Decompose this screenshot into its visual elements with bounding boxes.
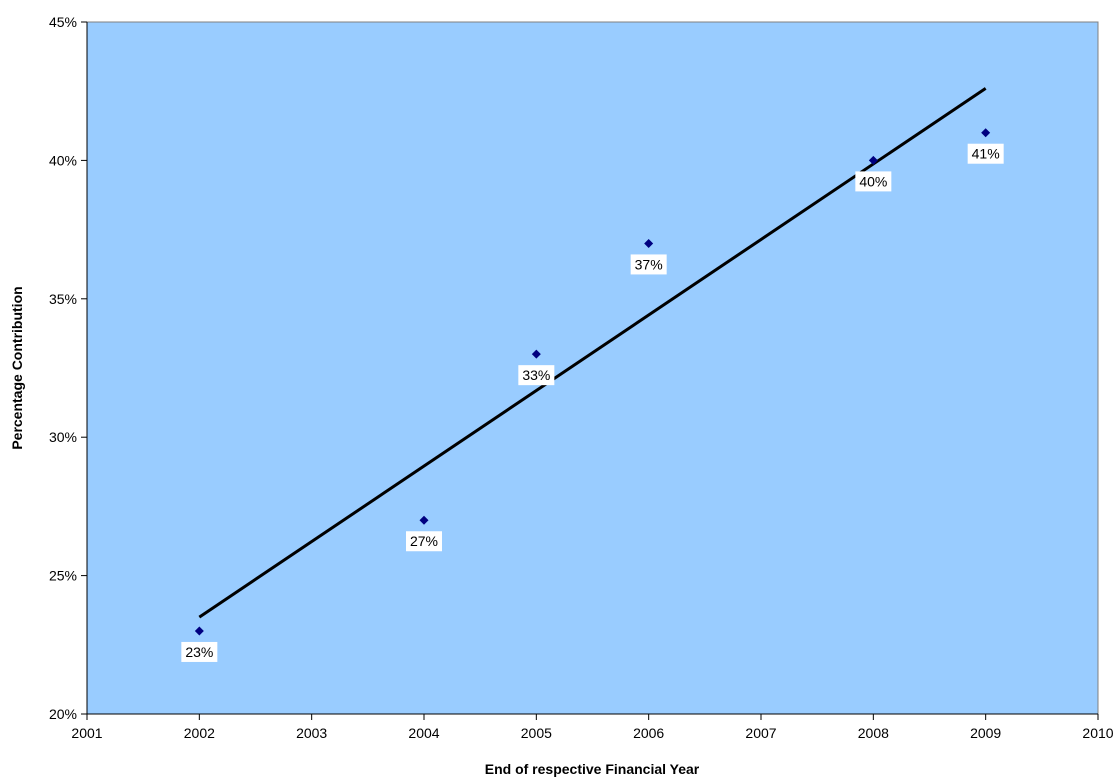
data-label-background	[855, 171, 892, 192]
data-labels: 23% 27% 33% 37% 40% 41%	[181, 143, 1004, 662]
data-label-background	[967, 143, 1004, 164]
data-point	[419, 515, 429, 525]
data-label-text: 33%	[522, 367, 550, 383]
x-tick-label: 2005	[521, 725, 552, 741]
data-label: 40%	[855, 171, 892, 192]
data-point	[981, 128, 991, 138]
data-points	[194, 128, 991, 636]
data-point	[194, 626, 204, 636]
x-tick-label: 2009	[970, 725, 1001, 741]
x-tick-label: 2001	[71, 725, 102, 741]
data-label-background	[518, 365, 555, 386]
data-label: 37%	[630, 254, 667, 275]
data-label-text: 41%	[972, 146, 1000, 162]
data-label: 33%	[518, 365, 555, 386]
y-tick-label: 25%	[49, 568, 77, 584]
data-label: 23%	[181, 641, 218, 662]
data-point	[868, 155, 878, 165]
x-tick-label: 2007	[745, 725, 776, 741]
x-tick-label: 2006	[633, 725, 664, 741]
trendline-group	[198, 87, 987, 619]
x-tick-label: 2010	[1082, 725, 1113, 741]
data-label: 41%	[967, 143, 1004, 164]
data-point	[644, 238, 654, 248]
y-tick-label: 40%	[49, 152, 77, 168]
y-tick-label: 20%	[49, 706, 77, 722]
trendline	[198, 87, 987, 619]
x-tick-label: 2004	[408, 725, 439, 741]
x-tick-label: 2008	[858, 725, 889, 741]
data-label-background	[406, 531, 442, 552]
data-label-text: 23%	[185, 644, 213, 660]
data-label-text: 37%	[635, 256, 663, 272]
plot-area	[86, 21, 1099, 715]
y-tick-label: 35%	[49, 291, 77, 307]
y-tick-label: 45%	[49, 14, 77, 30]
data-label-text: 40%	[859, 173, 887, 189]
data-label: 27%	[406, 531, 442, 552]
x-axis-title: End of respective Financial Year	[485, 761, 700, 777]
data-label-background	[181, 641, 218, 662]
y-tick-label: 30%	[49, 429, 77, 445]
data-label-background	[630, 254, 667, 275]
y-axis: 20% 25% 30% 35% 40% 45%	[49, 14, 88, 722]
data-point	[531, 349, 541, 359]
y-axis-title: Percentage Contribution	[9, 286, 25, 449]
x-tick-label: 2003	[296, 725, 327, 741]
x-axis: 2001 2002 2003 2004 2005 2006 2007 2008 2009 2010	[71, 713, 1114, 741]
x-tick-label: 2002	[184, 725, 215, 741]
data-label-text: 27%	[410, 533, 438, 549]
